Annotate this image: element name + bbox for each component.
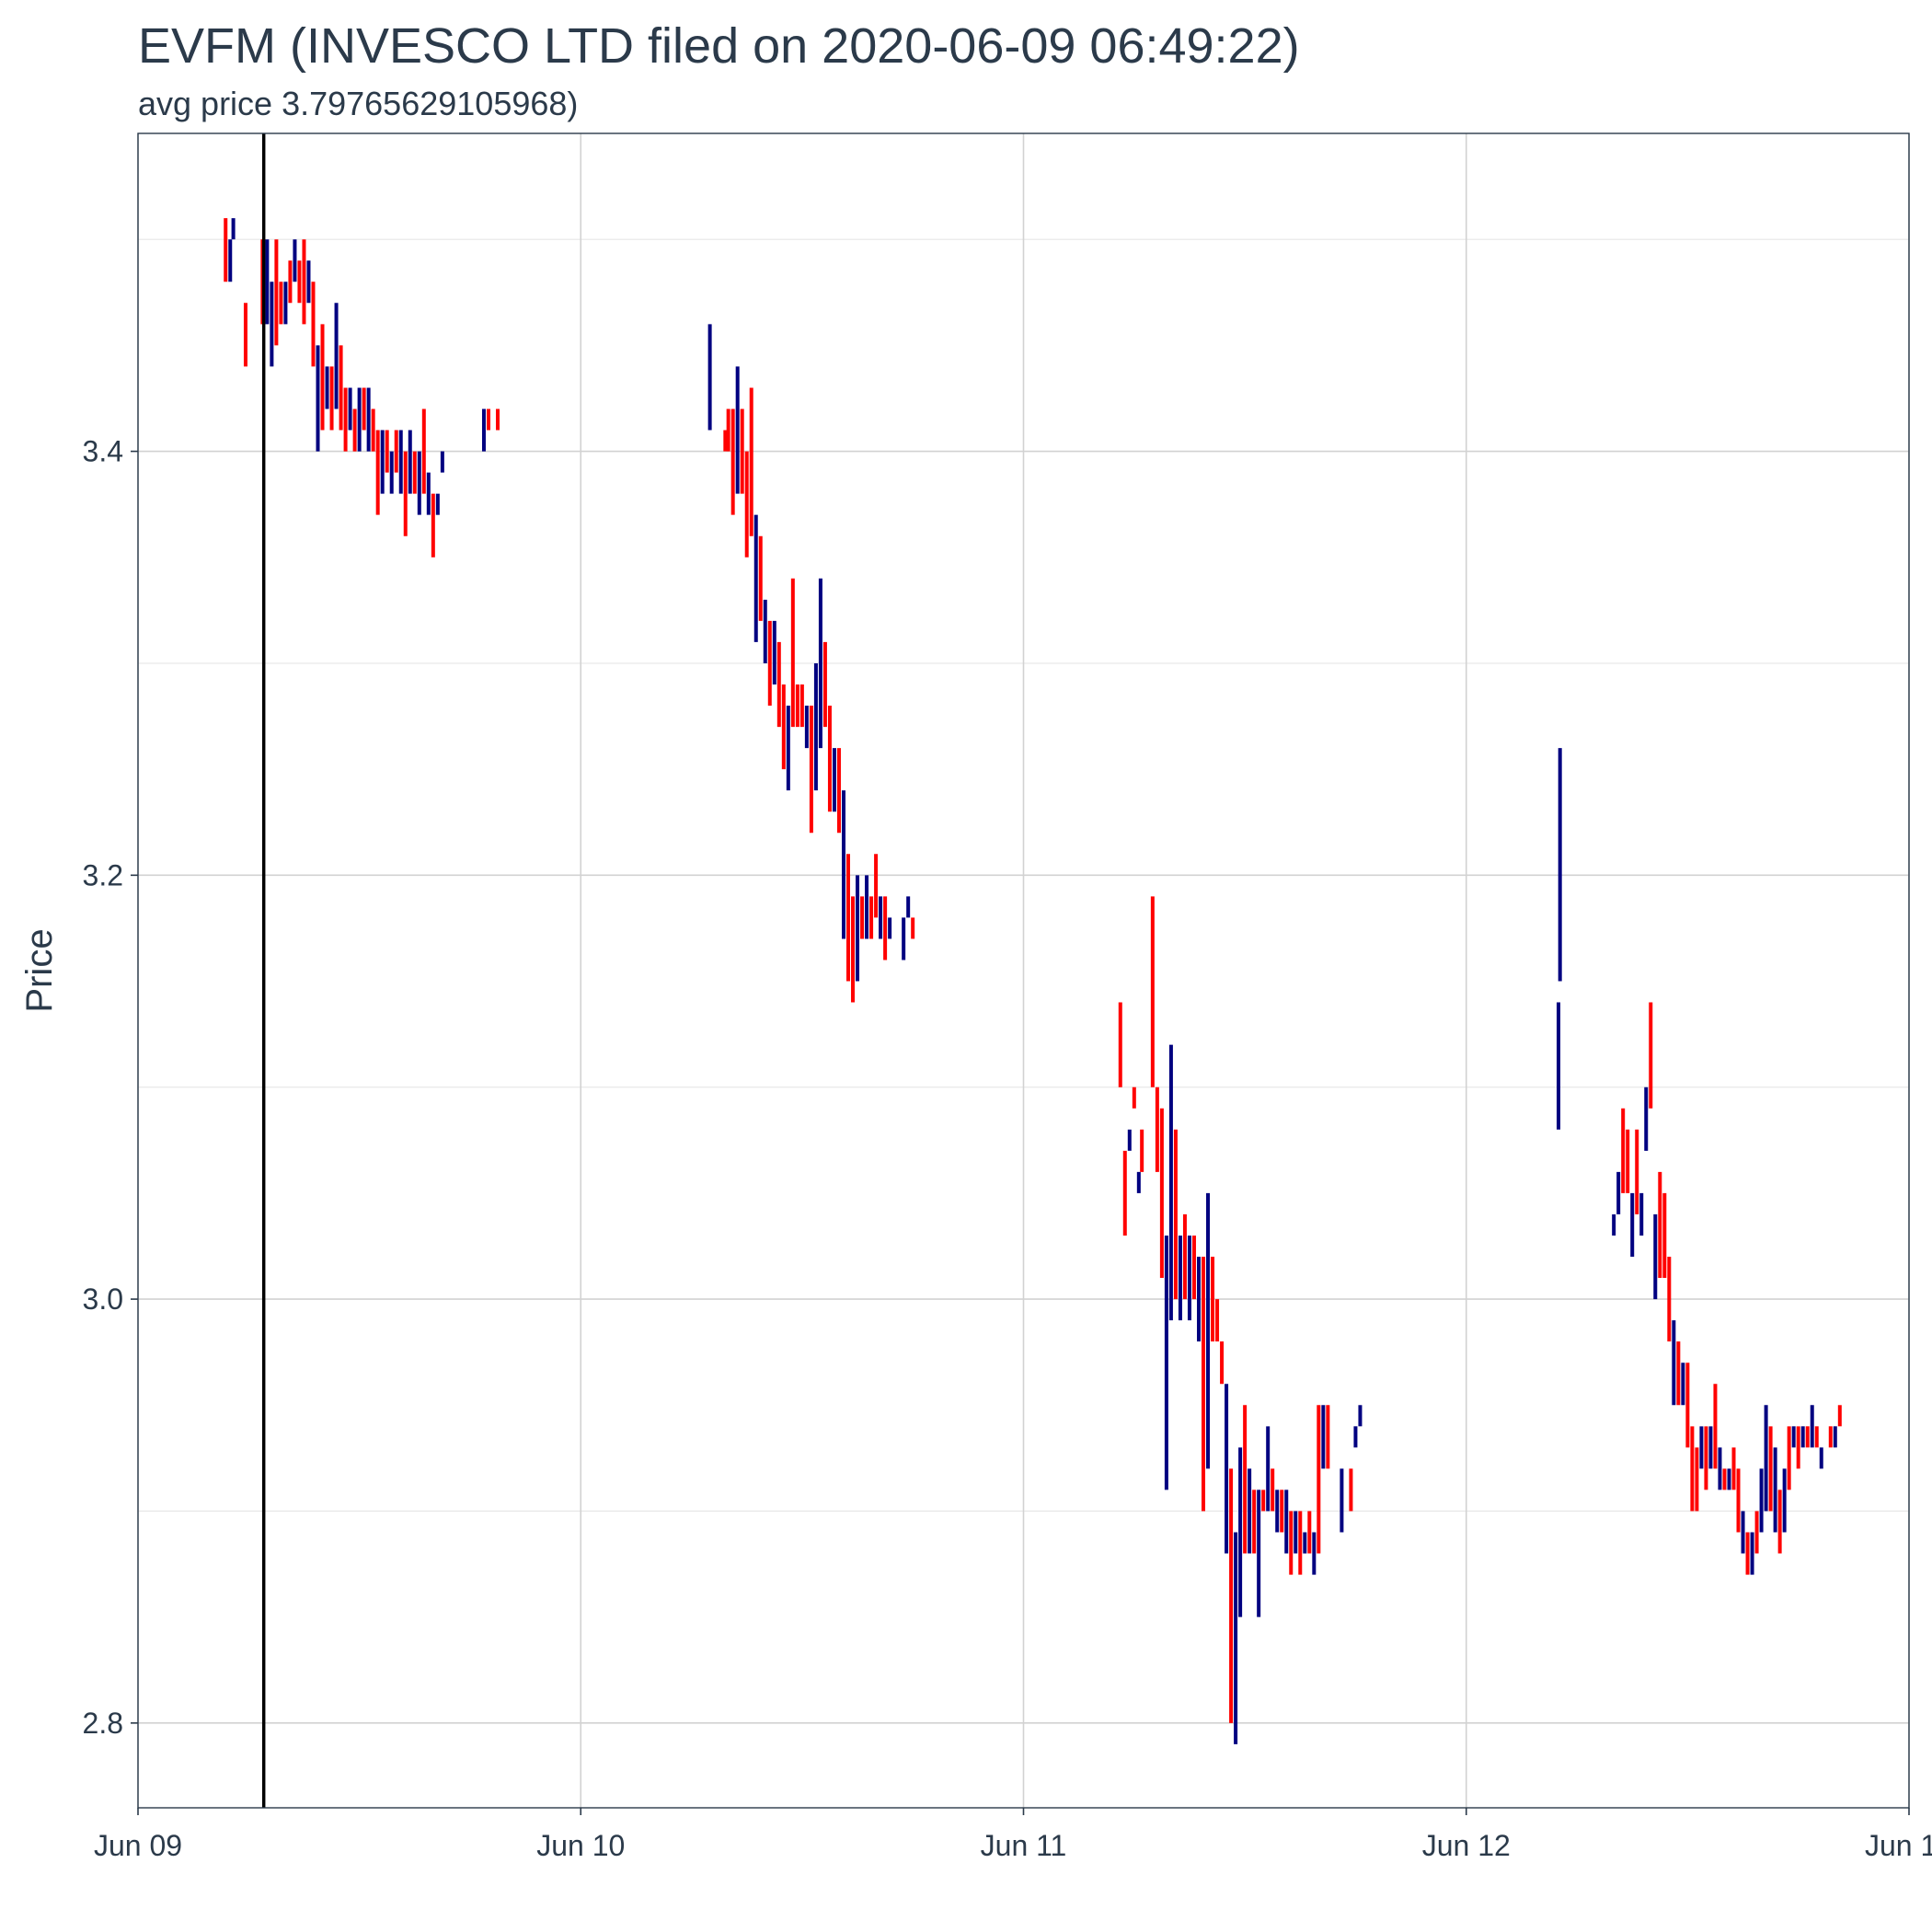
ohlc-bars: [224, 218, 1842, 1744]
x-tick-label: Jun 11: [981, 1829, 1067, 1862]
y-tick-label: 3.2: [83, 858, 123, 891]
y-tick-label: 2.8: [83, 1707, 123, 1740]
y-tick-label: 3.4: [83, 435, 123, 468]
x-tick-label: Jun 12: [1422, 1829, 1511, 1862]
y-tick-label: 3.0: [83, 1282, 123, 1316]
x-tick-label: Jun 10: [536, 1829, 625, 1862]
y-axis-title: Price: [19, 928, 60, 1012]
grid-lines: [137, 133, 1910, 1808]
x-tick-label: Jun 09: [94, 1829, 182, 1862]
axes: 2.8 3.0 3.2 3.4 Jun 09 Jun 10 Jun 11 Jun 12 Jun …: [83, 435, 1932, 1862]
chart-subtitle: avg price 3.79765629105968): [138, 85, 578, 122]
x-tick-label: Jun 13: [1865, 1829, 1932, 1862]
chart-title: EVFM (INVESCO LTD filed on 2020-06-09 06…: [138, 18, 1300, 74]
